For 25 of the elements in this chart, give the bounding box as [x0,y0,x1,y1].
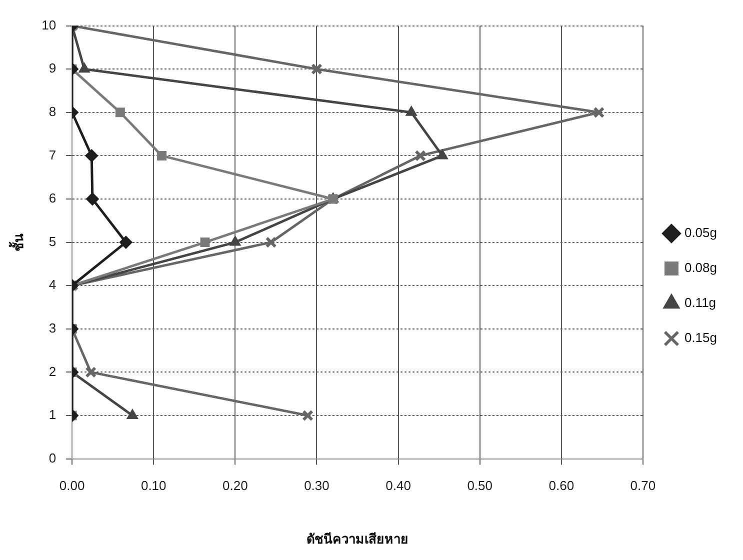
y-tick-label: 2 [48,364,56,379]
y-tick-label: 8 [48,104,56,119]
x-tick-label: 0.30 [304,478,330,494]
y-tick-label: 10 [42,17,56,32]
y-axis-title: ชั้น [8,233,28,252]
y-tick-label: 3 [48,320,56,336]
x-tick-label: 0.10 [140,478,166,494]
x-tick-label: 0.40 [386,478,411,494]
x-tick-label: 0.70 [630,478,656,494]
y-tick-label: 5 [48,234,56,249]
y-tick-label: 6 [48,190,56,206]
legend-label: 0.05g [684,225,718,240]
y-tick-label: 1 [48,407,56,422]
x-tick-label: 0.60 [548,478,574,494]
x-tick-label: 0.20 [222,478,248,494]
x-tick-label: 0.00 [59,478,85,494]
legend-label: 0.15g [684,330,718,346]
y-tick-label: 7 [48,147,56,162]
y-tick-label: 0 [48,450,56,466]
legend-label: 0.11g [684,295,716,310]
legend-label: 0.08g [684,260,718,276]
x-tick-label: 0.50 [467,478,493,494]
x-axis-title: ดัชนีความเสียหาย [306,532,409,548]
y-tick-label: 9 [48,60,56,76]
y-tick-label: 4 [48,277,56,292]
